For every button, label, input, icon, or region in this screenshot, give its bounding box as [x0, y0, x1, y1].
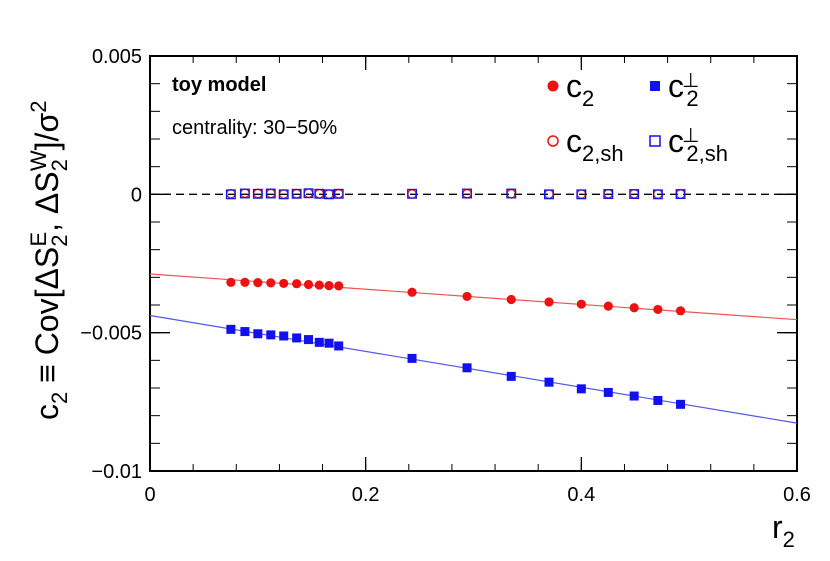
point-c2-perp	[407, 353, 417, 363]
point-c2	[324, 281, 334, 291]
point-c2-perp	[226, 324, 236, 334]
data-points	[225, 188, 686, 409]
legend: c2 c⊥ 2 c2,sh c⊥ 2,sh	[547, 68, 728, 166]
point-c2-perp	[240, 327, 250, 337]
point-c2	[253, 277, 263, 288]
point-c2-perp	[629, 391, 639, 401]
legend-label-c2sh: c2,sh	[566, 123, 624, 166]
tick-labels: 0 0.2 0.4 0.6 0.005 0 −0.005 −0.01	[80, 46, 811, 506]
point-c2sh	[265, 188, 276, 199]
point-c2-perp	[304, 335, 314, 345]
point-c2sh-perp	[225, 189, 236, 200]
point-c2	[292, 279, 302, 289]
legend-label-c2sh-perp: c⊥ 2,sh	[668, 123, 728, 166]
point-c2sh-perp	[576, 189, 587, 200]
point-c2	[266, 278, 276, 288]
point-c2	[226, 277, 236, 287]
point-c2sh	[252, 188, 263, 199]
point-c2	[462, 291, 472, 302]
point-c2-perp	[603, 387, 613, 397]
point-c2sh-perp	[652, 189, 663, 200]
point-c2-perp	[314, 337, 324, 347]
legend-label-c2: c2	[566, 68, 594, 111]
annotation-toy-model: toy model	[172, 74, 266, 96]
x-axis-label: r2	[772, 509, 795, 552]
point-c2-perp	[506, 371, 516, 381]
point-c2sh	[240, 188, 250, 199]
fit-lines	[149, 273, 798, 424]
x-tick-label: 0.4	[567, 484, 595, 506]
point-c2	[303, 279, 314, 290]
point-c2sh-perp	[675, 189, 686, 200]
point-c2sh-perp	[462, 188, 472, 199]
point-c2sh-perp	[303, 188, 314, 199]
point-c2	[506, 294, 516, 305]
y-tick-label: −0.01	[91, 461, 142, 483]
point-c2	[334, 281, 344, 291]
point-c2sh-perp	[544, 189, 554, 200]
point-c2sh-perp	[252, 188, 263, 199]
point-c2	[544, 297, 554, 307]
point-c2-perp	[324, 338, 334, 348]
point-c2	[240, 277, 250, 287]
point-c2-perp	[266, 330, 276, 340]
x-tick-label: 0.2	[352, 484, 380, 506]
point-c2-perp	[676, 399, 686, 409]
point-c2sh	[303, 188, 314, 199]
point-c2-perp	[334, 341, 344, 351]
point-c2	[314, 280, 324, 290]
legend-marker-c2	[547, 80, 559, 92]
plot-frame	[149, 55, 798, 472]
point-c2-perp	[653, 395, 663, 405]
y-axis-label: c2 ≡ Cov[ΔS2E, ΔS2W]/σ2	[26, 101, 72, 420]
point-c2sh-perp	[314, 188, 325, 199]
point-c2	[603, 301, 613, 311]
point-c2	[653, 304, 663, 315]
svg-text:c2 ≡ Cov[ΔS2E, ΔS2W]/σ2: c2 ≡ Cov[ΔS2E, ΔS2W]/σ2	[26, 101, 72, 420]
point-c2	[279, 278, 289, 289]
y-tick-label: 0.005	[92, 46, 142, 68]
point-c2sh-perp	[278, 189, 289, 200]
point-c2sh-perp	[239, 188, 250, 199]
point-c2-perp	[279, 331, 289, 341]
point-c2	[576, 299, 586, 309]
point-c2	[407, 287, 417, 297]
point-c2sh-perp	[265, 188, 276, 199]
point-c2sh-perp	[629, 189, 640, 200]
legend-marker-c2sh-perp	[649, 135, 661, 147]
y-tick-label: 0	[131, 184, 142, 206]
legend-marker-c2-perp	[650, 81, 660, 91]
point-c2sh-perp	[291, 188, 302, 199]
point-c2sh-perp	[324, 189, 334, 200]
point-c2	[629, 303, 639, 313]
point-c2-perp	[462, 363, 472, 373]
point-c2	[675, 306, 686, 316]
x-tick-label: 0	[144, 484, 155, 506]
point-c2-perp	[576, 384, 586, 394]
point-c2-perp	[292, 333, 302, 343]
legend-label-c2-perp: c⊥ 2	[668, 68, 699, 111]
point-c2sh-perp	[407, 188, 417, 199]
point-c2sh-perp	[603, 189, 614, 200]
point-c2-perp	[253, 329, 263, 339]
point-c2sh-perp	[506, 188, 517, 199]
annotation-centrality: centrality: 30−50%	[172, 117, 337, 139]
x-tick-label: 0.6	[783, 484, 811, 506]
point-c2sh-perp	[333, 188, 344, 199]
point-c2-perp	[544, 377, 554, 387]
y-tick-label: −0.005	[80, 323, 142, 345]
legend-marker-c2sh	[547, 135, 559, 147]
